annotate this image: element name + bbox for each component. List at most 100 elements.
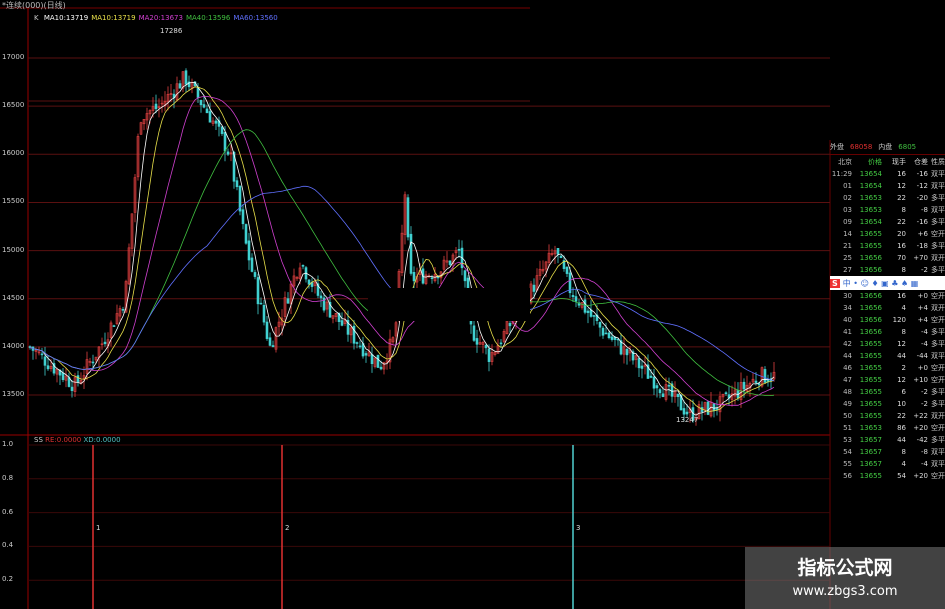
candle-body <box>250 257 254 272</box>
candle-body <box>370 354 374 365</box>
tick-cell: 70 <box>897 254 906 262</box>
candle-body <box>316 283 320 296</box>
tick-cell: 13654 <box>859 182 882 190</box>
tick-cell: 47 <box>843 376 852 384</box>
candle-body <box>451 254 455 265</box>
ma-legend-item: MA60:13560 <box>233 14 278 22</box>
candle-body <box>733 389 737 397</box>
tick-cell: 13655 <box>859 230 882 238</box>
candle-body <box>541 268 545 272</box>
tick-cell: 空开 <box>931 424 945 432</box>
tick-cell: -4 <box>921 328 928 336</box>
tick-cell: 双平 <box>931 182 945 190</box>
tick-row: 49 13655 10 -2 多平 <box>830 398 945 410</box>
candle-body <box>424 274 428 284</box>
tick-cell: 13656 <box>859 254 882 262</box>
candle-body <box>478 342 482 345</box>
tick-cell: 86 <box>897 424 906 432</box>
candle-body <box>358 345 362 348</box>
tick-row: 46 13655 2 +0 空开 <box>830 362 945 374</box>
candle-body <box>277 321 281 327</box>
candle-body <box>253 272 257 277</box>
candle-body <box>763 369 767 383</box>
indicator-y-tick: 0.2 <box>2 575 14 584</box>
candle-body <box>55 368 59 375</box>
tick-row: 01 13654 12 -12 双平 <box>830 180 945 192</box>
y-tick-label: 15500 <box>2 197 25 206</box>
candle-body <box>298 267 302 280</box>
candle-body <box>604 332 608 335</box>
chart-label: K <box>34 14 39 22</box>
candle-body <box>295 277 299 279</box>
tick-cell: 10 <box>897 400 906 408</box>
tick-cell: -12 <box>916 182 928 190</box>
tick-cell: 13653 <box>859 194 882 202</box>
column-header: 仓差 <box>914 157 928 166</box>
candle-body <box>499 342 503 345</box>
candle-body <box>175 83 179 101</box>
candle-body <box>754 380 758 383</box>
tick-row: 02 13653 22 -20 多平 <box>830 192 945 204</box>
tick-cell: 13655 <box>859 388 882 396</box>
tick-cell: 13657 <box>859 448 882 456</box>
tick-cell: 多平 <box>931 400 945 408</box>
candle-body <box>115 313 119 325</box>
tick-cell: 50 <box>843 412 852 420</box>
candle-body <box>349 327 353 336</box>
tick-cell: 16 <box>897 292 906 300</box>
tick-cell: 55 <box>843 460 852 468</box>
candle-body <box>712 403 716 411</box>
candle-body <box>82 375 86 380</box>
tick-cell: 16 <box>897 170 906 178</box>
ma-legend-item: MA10:13719 <box>91 14 136 22</box>
tick-cell: 13655 <box>859 352 882 360</box>
tick-cell: 03 <box>843 206 852 214</box>
tick-panel[interactable]: 外盘 68058 内盘 6805 北京 价格 现手 仓差 性质 11:29 13654 16 -16… <box>830 140 945 482</box>
candle-body <box>337 312 341 322</box>
candle-body <box>406 197 410 238</box>
indicator-y-tick: 1.0 <box>2 440 14 448</box>
high-price-label: 17286 <box>160 27 183 35</box>
tick-cell: 8 <box>901 266 906 274</box>
candle-body <box>184 70 188 85</box>
tick-cell: 13655 <box>859 412 882 420</box>
candle-body <box>43 356 47 366</box>
tick-cell: 双平 <box>931 460 945 468</box>
candle-body <box>181 71 185 89</box>
candle-body <box>505 320 509 335</box>
tick-row: 50 13655 22 +22 双开 <box>830 410 945 422</box>
indicator-y-tick: 0.8 <box>2 473 14 482</box>
candle-body <box>646 364 650 379</box>
candle-body <box>595 314 599 321</box>
candle-body <box>493 351 497 355</box>
candle-body <box>169 93 173 95</box>
candle-body <box>118 308 122 317</box>
candle-body <box>625 348 629 356</box>
candle-body <box>685 411 689 415</box>
candle-body <box>151 106 155 111</box>
ma-line <box>29 185 775 382</box>
tick-cell: 46 <box>843 364 852 372</box>
toolbar-icons[interactable]: 中 • ☺ ♦ ▣ ♣ ♠ ▦ <box>842 278 919 288</box>
tick-cell: 双开 <box>931 254 945 262</box>
inner-label: 内盘 <box>878 143 893 151</box>
tick-cell: 13654 <box>859 170 882 178</box>
tick-row: 44 13655 44 -44 双平 <box>830 350 945 362</box>
candle-body <box>145 113 149 121</box>
tick-cell: 13655 <box>859 364 882 372</box>
tick-cell: +20 <box>913 472 928 480</box>
ma-line <box>29 86 775 413</box>
indicator-name: SS <box>34 436 43 444</box>
tick-cell: 14 <box>843 230 852 238</box>
tick-cell: 34 <box>843 304 852 312</box>
candle-body <box>619 340 623 355</box>
tick-row: 51 13653 86 +20 空开 <box>830 422 945 434</box>
ma-legend: K MA10:13719 MA10:13719 MA20:13673 MA40:135… <box>34 14 284 22</box>
candle-body <box>457 249 461 251</box>
candle-body <box>661 393 665 398</box>
tick-cell: 双开 <box>931 304 945 312</box>
sogou-icon[interactable]: S <box>830 278 840 288</box>
candle-body <box>724 392 728 395</box>
watermark-title: 指标公式网 <box>797 557 893 579</box>
